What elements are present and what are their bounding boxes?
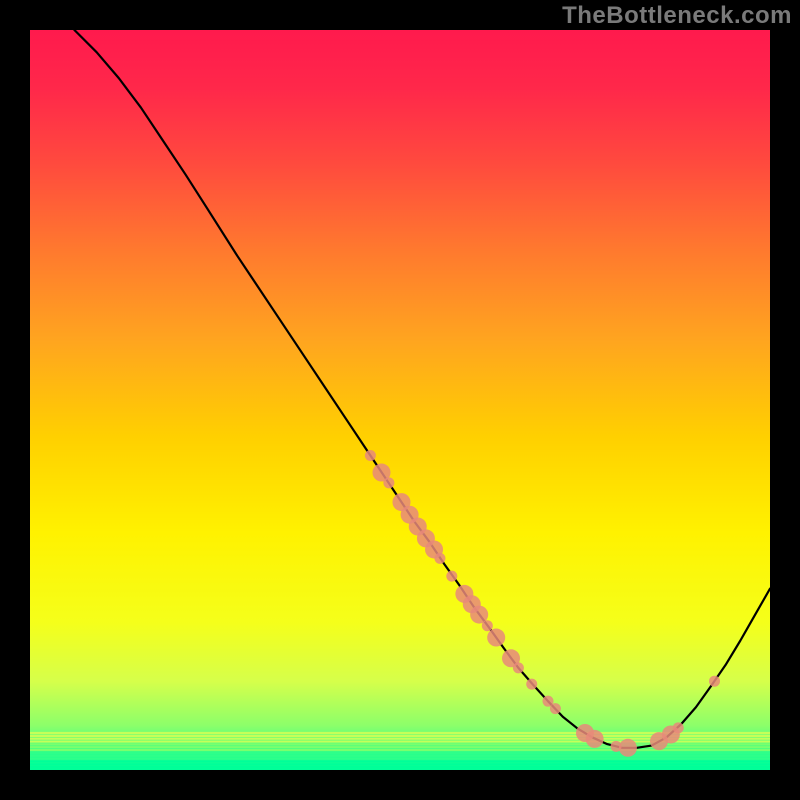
data-point	[434, 553, 445, 564]
data-point	[383, 477, 394, 488]
gradient-background	[30, 30, 770, 770]
plot-area	[30, 30, 770, 770]
data-point	[709, 676, 720, 687]
chart-svg	[30, 30, 770, 770]
data-point	[619, 739, 637, 757]
data-point	[487, 629, 505, 647]
data-point	[526, 679, 537, 690]
data-point	[365, 450, 376, 461]
data-point	[673, 722, 684, 733]
watermark-text: TheBottleneck.com	[562, 2, 792, 30]
data-point	[586, 730, 604, 748]
chart-frame: TheBottleneck.com	[0, 0, 800, 800]
data-point	[482, 620, 493, 631]
data-point	[513, 662, 524, 673]
data-point	[446, 571, 457, 582]
data-point	[550, 703, 561, 714]
